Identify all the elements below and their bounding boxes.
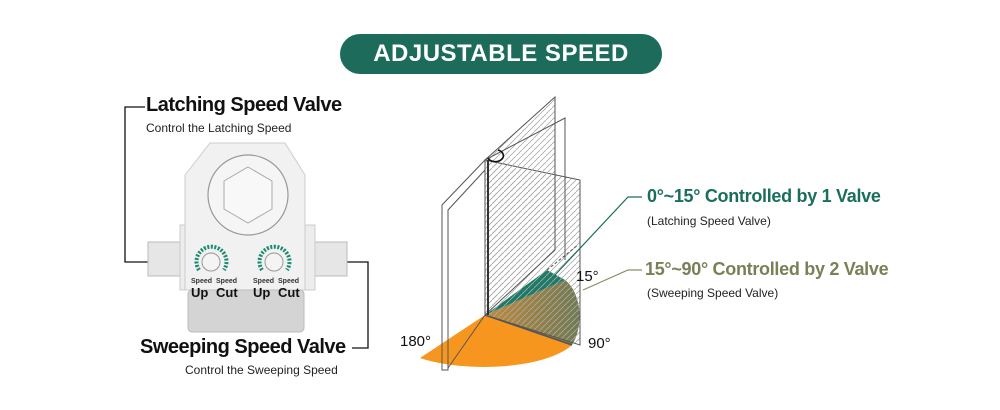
rotation-arrow-icon [257, 244, 292, 272]
rotation-arrow-icon [194, 244, 229, 272]
cut-label: Cut [216, 285, 238, 300]
speed-label: Speed [253, 278, 274, 285]
door-swing-diagram [420, 95, 581, 371]
sweeping-valve-knob [257, 244, 292, 272]
speed-label: Speed [191, 278, 212, 285]
range2-title: 15°~90° Controlled by 2 Valve [645, 259, 889, 279]
range2-leader-line [582, 269, 642, 291]
sweeping-valve-subtitle: Control the Sweeping Speed [185, 363, 338, 377]
latching-valve-title: Latching Speed Valve [146, 94, 342, 116]
hexagon-icon [223, 166, 273, 224]
latching-valve-knob [194, 244, 229, 272]
range1-subtitle: (Latching Speed Valve) [647, 214, 771, 228]
range1-title: 0°~15° Controlled by 1 Valve [647, 186, 881, 206]
door-closer-body [147, 142, 348, 333]
angle-15-label: 15° [576, 268, 599, 285]
latching-valve-subtitle: Control the Latching Speed [146, 121, 292, 135]
range2-subtitle: (Sweeping Speed Valve) [647, 286, 779, 300]
title-banner: ADJUSTABLE SPEED [340, 34, 662, 74]
speed-label: Speed [278, 278, 299, 285]
up-label: Up [191, 285, 208, 300]
range1-leader-line [554, 196, 642, 276]
speed-label: Speed [216, 278, 237, 285]
door-panel-180 [441, 158, 486, 371]
rotation-arrow-icon [487, 149, 505, 163]
cut-label: Cut [278, 285, 300, 300]
angle-90-label: 90° [588, 335, 611, 352]
angle-180-label: 180° [400, 333, 432, 350]
sweeping-valve-title: Sweeping Speed Valve [140, 336, 346, 358]
door-panel-open [484, 95, 556, 317]
up-label: Up [253, 285, 270, 300]
